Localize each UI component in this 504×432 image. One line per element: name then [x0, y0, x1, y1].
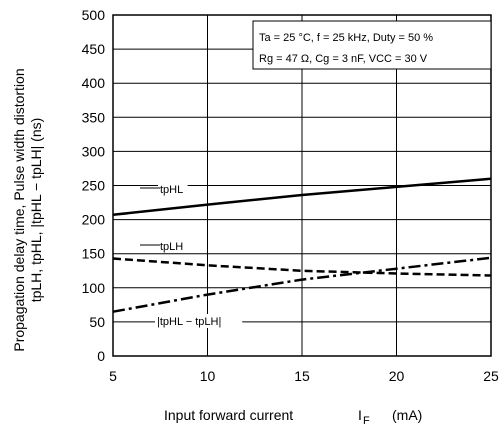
conditions-rect [252, 20, 492, 70]
y-tick-label: 200 [82, 212, 106, 228]
y-tick-label: 250 [82, 178, 106, 194]
annotations: tpHL tpLH |tpHL − tpLH| [140, 182, 243, 328]
series-label-tphl-bg [158, 182, 188, 196]
y-tick-label: 400 [82, 75, 106, 91]
x-axis-label: Input forward current I F (mA) [164, 407, 422, 427]
y-tick-label: 450 [82, 41, 106, 57]
x-tick-label: 15 [294, 368, 310, 384]
y-tick-label: 500 [82, 7, 106, 23]
y-axis-label-line-2: tpLH, tpHL, |tpHL − tpLH| (ns) [28, 118, 44, 303]
y-tick-label: 350 [82, 109, 106, 125]
y-tick-label: 300 [82, 143, 106, 159]
y-tick-label: 0 [97, 348, 105, 364]
series-label-tplh: tpLH [160, 241, 183, 253]
y-tick-label: 100 [82, 280, 106, 296]
x-axis-label-symbol: I [358, 407, 362, 423]
series-label-distortion-bg [155, 314, 243, 328]
x-axis-label-unit: (mA) [392, 407, 422, 423]
x-tick-label: 20 [389, 368, 405, 384]
x-axis-label-subscript: F [363, 415, 370, 427]
series-label-tphl: tpHL [160, 184, 183, 196]
series-layer [112, 177, 492, 313]
condition-line-2: Rg = 47 Ω, Cg = 3 nF, VCC = 30 V [259, 53, 428, 65]
series-line-2 [112, 256, 492, 313]
x-tick-label: 5 [109, 368, 117, 384]
conditions-box: Ta = 25 °C, f = 25 kHz, Duty = 50 % Rg =… [252, 20, 492, 70]
series-label-tplh-bg [158, 239, 188, 253]
series-line-1 [112, 257, 492, 277]
x-axis-label-text: Input forward current [164, 407, 293, 423]
condition-line-1: Ta = 25 °C, f = 25 kHz, Duty = 50 % [259, 32, 433, 44]
series-line-0 [112, 177, 492, 217]
y-tick-label: 150 [82, 246, 106, 262]
plot-frame [112, 14, 492, 357]
x-tick-label: 10 [200, 368, 216, 384]
y-axis-label: Propagation delay time, Pulse width dist… [11, 68, 44, 351]
y-tick-label: 50 [89, 314, 105, 330]
tick-labels: 0 50 100 150 200 250 300 350 400 450 500 5 10 15 20 25 [82, 7, 499, 384]
series-label-distortion: |tpHL − tpLH| [157, 316, 221, 328]
x-tick-label: 25 [483, 368, 499, 384]
y-axis-label-line-1: Propagation delay time, Pulse width dist… [11, 68, 27, 351]
